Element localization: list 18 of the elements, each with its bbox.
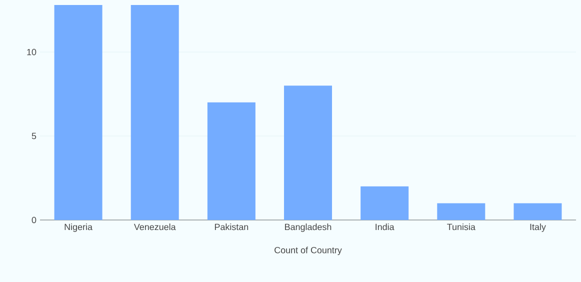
bar: [54, 4, 102, 220]
x-tick-label: Tunisia: [447, 224, 476, 230]
x-tick-label: Pakistan: [214, 224, 248, 230]
bar: [207, 102, 256, 220]
bar: [284, 86, 332, 220]
bar: [360, 186, 409, 220]
x-tick-label: Nigeria: [64, 224, 92, 232]
x-axis-title: Count of Country: [274, 246, 342, 256]
bar: [130, 4, 179, 220]
x-tick-label: India: [376, 224, 394, 230]
x-tick-label: Venezuela: [134, 224, 176, 230]
bar: [514, 203, 562, 220]
x-tick-label: Bangladesh: [285, 224, 332, 232]
bar: [437, 203, 486, 220]
y-tick-label: 10: [27, 48, 36, 56]
y-tick-label: 5: [32, 132, 36, 140]
y-tick-label: 0: [32, 216, 36, 224]
x-tick-label: Italy: [530, 224, 546, 232]
